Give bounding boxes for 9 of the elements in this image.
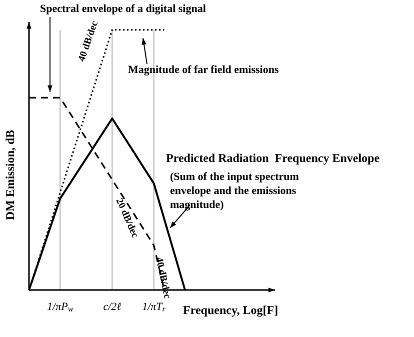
x-axis-title: Frequency, Log[F] (183, 303, 278, 317)
annotation: (Sum of the input spectrum envelope and the emissions magnitude) (170, 171, 299, 211)
y-axis-title: DM Emission, dB (3, 130, 17, 220)
x-tick-label: c/2ℓ (103, 301, 122, 313)
annotation: 20 dB/dec (113, 196, 141, 240)
annotation: Magnitude of far field emissions (128, 64, 280, 76)
annotation: 40 dB/dec (76, 19, 101, 63)
annotation: Predicted Radiation Frequency Envelope (166, 151, 380, 165)
text: Spectral envelope of a digital signal (40, 3, 206, 15)
